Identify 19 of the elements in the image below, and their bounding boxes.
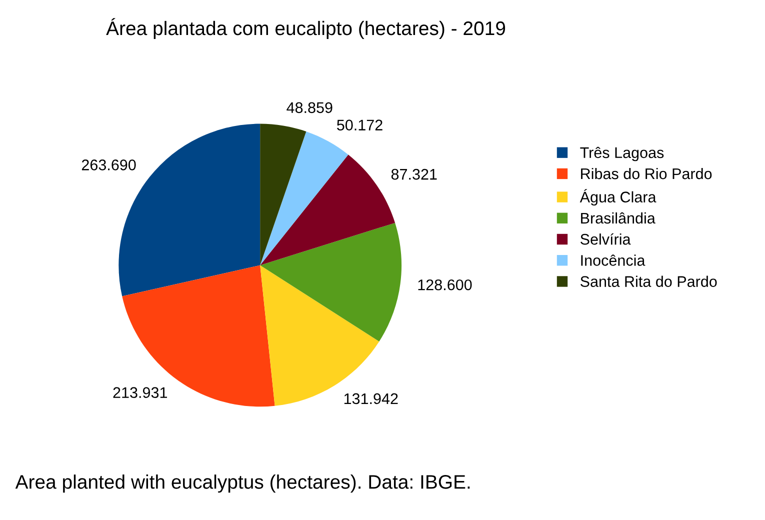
data-label: 87.321 — [391, 168, 437, 180]
legend-label: Ribas do Rio Pardo — [581, 168, 712, 180]
data-label: 213.931 — [113, 387, 167, 398]
legend-label: Água Clara — [580, 189, 656, 206]
legend-label: Selvíria — [580, 233, 631, 245]
data-label: 48.859 — [286, 102, 332, 114]
legend-label: Brasilândia — [581, 212, 656, 224]
text: Area planted with eucalyptus (hectares). Data: IBGE. — [15, 474, 470, 493]
data-label: 263.690 — [82, 160, 136, 170]
data-label: 50.172 — [337, 120, 382, 130]
data-label: 131.942 — [344, 393, 398, 404]
data-label: 128.600 — [418, 279, 472, 290]
legend-label: Inocência — [581, 254, 646, 266]
chart-title: Área plantada com eucalipto (hectares) - 2019 — [106, 18, 506, 40]
pie-slice — [260, 131, 348, 266]
pie-slice — [260, 124, 306, 266]
pie-slice — [260, 222, 402, 342]
legend-label: Três Lagoas — [580, 146, 664, 162]
legend-label: Santa Rita do Pardo — [580, 276, 717, 287]
